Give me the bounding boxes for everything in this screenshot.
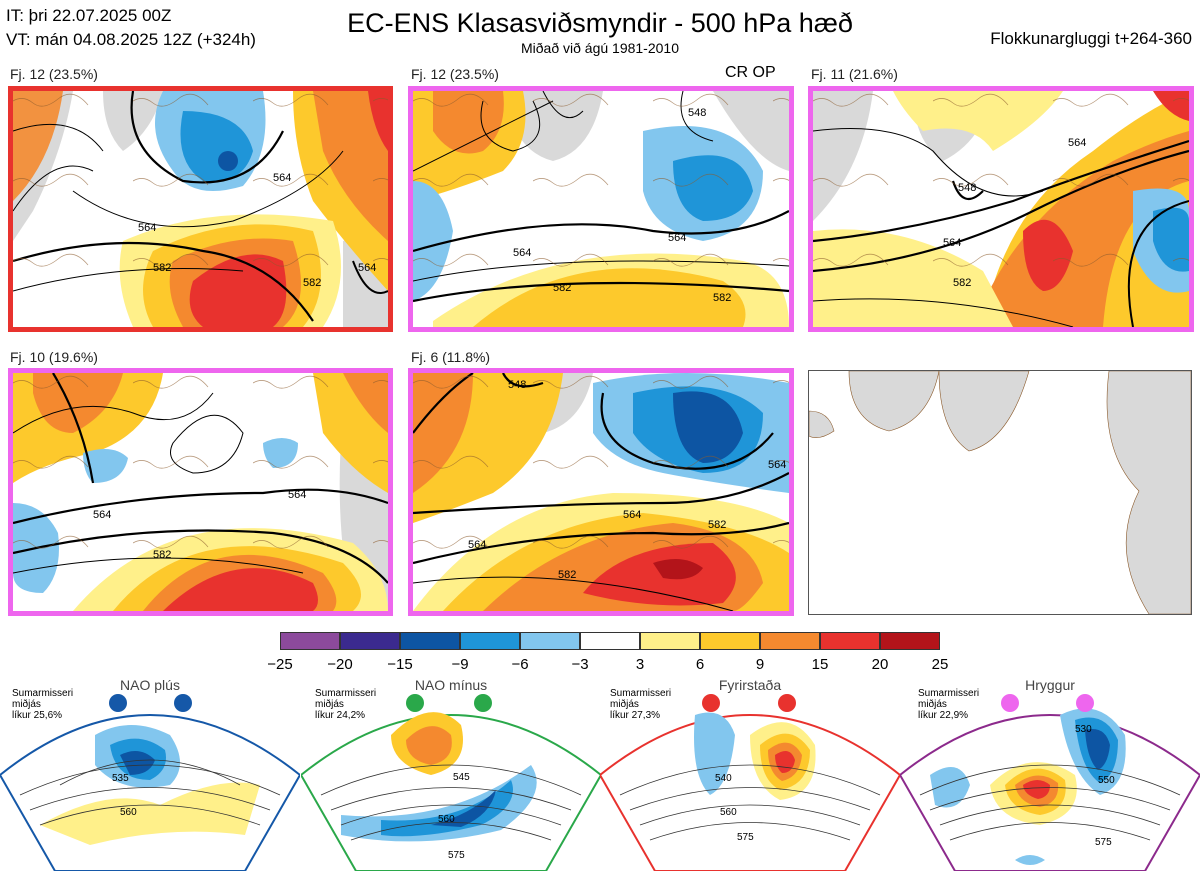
colorbar-tick: 6 bbox=[695, 656, 705, 673]
regime-info: Sumarmisseri miðjás líkur 25,6% bbox=[12, 688, 73, 721]
cluster-label-4: Fj. 10 (19.6%) bbox=[10, 349, 98, 365]
clustering-window: Flokkunargluggi t+264-360 bbox=[990, 29, 1192, 48]
colorbar-segment bbox=[880, 632, 940, 650]
contour-label: 564 bbox=[93, 509, 111, 521]
regime-season: Sumarmisseri bbox=[12, 688, 74, 699]
cluster-map-1: 564 582 564 582 564 bbox=[8, 86, 393, 332]
contour-label: 564 bbox=[468, 539, 486, 551]
regime-name: NAO mínus bbox=[414, 677, 488, 693]
contour-label: 548 bbox=[688, 107, 706, 119]
colorbar-segment bbox=[820, 632, 880, 650]
colorbar-tick: 15 bbox=[811, 656, 829, 673]
colorbar-tick: −6 bbox=[511, 656, 529, 673]
regime-info: Sumarmisseri miðjás líkur 24,2% bbox=[315, 688, 376, 721]
contour-label: 548 bbox=[958, 182, 976, 194]
contour-label: 564 bbox=[623, 509, 641, 521]
colorbar-tick: −25 bbox=[267, 656, 293, 673]
regime-median: miðjás bbox=[610, 699, 639, 710]
regime-median: miðjás bbox=[12, 699, 41, 710]
contour-label: 540 bbox=[715, 773, 732, 784]
regime-name: Hryggur bbox=[1025, 677, 1075, 693]
contour-label: 564 bbox=[768, 459, 786, 471]
regime-season: Sumarmisseri bbox=[315, 688, 377, 699]
contour-label: 582 bbox=[708, 519, 726, 531]
regime-info: Sumarmisseri miðjás líkur 27,3% bbox=[610, 688, 671, 721]
colorbar-segment bbox=[580, 632, 640, 650]
colorbar-tick: −3 bbox=[571, 656, 589, 673]
regime-prob: líkur 24,2% bbox=[315, 710, 366, 721]
contour-label: 575 bbox=[737, 832, 754, 843]
page-subtitle: Miðað við ágú 1981-2010 bbox=[520, 40, 679, 56]
regime-ridge: 530 550 575 Hryggur Sumarmisseri miðjás … bbox=[900, 675, 1200, 871]
contour-label: 560 bbox=[720, 807, 737, 818]
cluster-extra-tag: CR OP bbox=[725, 64, 776, 81]
colorbar-segment bbox=[520, 632, 580, 650]
regime-name: NAO plús bbox=[120, 677, 180, 693]
contour-label: 582 bbox=[153, 262, 171, 274]
colorbar-segment bbox=[700, 632, 760, 650]
contour-label: 564 bbox=[138, 222, 156, 234]
contour-label: 550 bbox=[1098, 775, 1115, 786]
cluster-map-3: 564 582 564 548 bbox=[808, 86, 1194, 332]
colorbar-segment bbox=[640, 632, 700, 650]
contour-label: 560 bbox=[120, 807, 137, 818]
contour-label: 582 bbox=[153, 549, 171, 561]
regime-median: miðjás bbox=[315, 699, 344, 710]
regime-season: Sumarmisseri bbox=[918, 688, 980, 699]
colorbar-tick: −15 bbox=[387, 656, 413, 673]
regime-prob: líkur 22,9% bbox=[918, 710, 969, 721]
colorbar-segment bbox=[760, 632, 820, 650]
colorbar-segment bbox=[340, 632, 400, 650]
regime-median: miðjás bbox=[918, 699, 947, 710]
contour-label: 582 bbox=[553, 282, 571, 294]
cluster-map-4: 564 582 564 bbox=[8, 368, 393, 616]
regime-nao-minus: 545 560 575 NAO mínus Sumarmisseri miðjá… bbox=[301, 675, 601, 871]
page-title: EC-ENS Klasasviðsmyndir - 500 hPa hæð bbox=[347, 8, 853, 38]
contour-label: 560 bbox=[438, 814, 455, 825]
contour-label: 564 bbox=[358, 262, 376, 274]
regime-info: Sumarmisseri miðjás líkur 22,9% bbox=[918, 688, 979, 721]
colorbar-segment bbox=[400, 632, 460, 650]
cluster-map-5: 564 564 582 582 548 564 bbox=[408, 368, 794, 616]
colorbar-tick: 9 bbox=[755, 656, 765, 673]
contour-label: 530 bbox=[1075, 724, 1092, 735]
empty-map-panel bbox=[808, 370, 1192, 615]
regime-prob: líkur 27,3% bbox=[610, 710, 661, 721]
cluster-label-1: Fj. 12 (23.5%) bbox=[10, 66, 98, 82]
regime-nao-plus: 535 560 NAO plús Sumarmisseri miðjás lík… bbox=[0, 675, 300, 871]
regime-prob: líkur 25,6% bbox=[12, 710, 63, 721]
colorbar-tick: 20 bbox=[871, 656, 889, 673]
colorbar-segment bbox=[280, 632, 340, 650]
colorbar-tick: −20 bbox=[327, 656, 353, 673]
contour-label: 582 bbox=[303, 277, 321, 289]
contour-label: 548 bbox=[508, 379, 526, 391]
contour-label: 564 bbox=[668, 232, 686, 244]
regime-name: Fyrirstaða bbox=[718, 677, 782, 693]
colorbar-tick: 3 bbox=[635, 656, 645, 673]
contour-label: 564 bbox=[288, 489, 306, 501]
contour-label: 575 bbox=[1095, 837, 1112, 848]
contour-label: 582 bbox=[953, 277, 971, 289]
contour-label: 535 bbox=[112, 773, 129, 784]
contour-label: 582 bbox=[713, 292, 731, 304]
colorbar-segment bbox=[460, 632, 520, 650]
colorbar-tick: −9 bbox=[451, 656, 469, 673]
regime-blocking: 540 560 575 Fyrirstaða Sumarmisseri miðj… bbox=[600, 675, 900, 871]
contour-label: 582 bbox=[558, 569, 576, 581]
init-time: IT: þri 22.07.2025 00Z bbox=[6, 6, 172, 25]
contour-label: 575 bbox=[448, 850, 465, 861]
cluster-label-3: Fj. 11 (21.6%) bbox=[811, 66, 898, 82]
regime-season: Sumarmisseri bbox=[610, 688, 672, 699]
colorbar-tick: 25 bbox=[931, 656, 949, 673]
header-run-info: IT: þri 22.07.2025 00Z VT: mán 04.08.202… bbox=[6, 4, 256, 52]
contour-label: 564 bbox=[513, 247, 531, 259]
cluster-label-5: Fj. 6 (11.8%) bbox=[411, 349, 491, 365]
valid-time: VT: mán 04.08.2025 12Z (+324h) bbox=[6, 30, 256, 49]
cluster-map-2: 564 582 582 548 564 bbox=[408, 86, 794, 332]
contour-label: 564 bbox=[273, 172, 291, 184]
contour-label: 564 bbox=[943, 237, 961, 249]
contour-label: 564 bbox=[1068, 137, 1086, 149]
contour-label: 545 bbox=[453, 772, 470, 783]
cluster-label-2: Fj. 12 (23.5%) bbox=[411, 66, 499, 82]
